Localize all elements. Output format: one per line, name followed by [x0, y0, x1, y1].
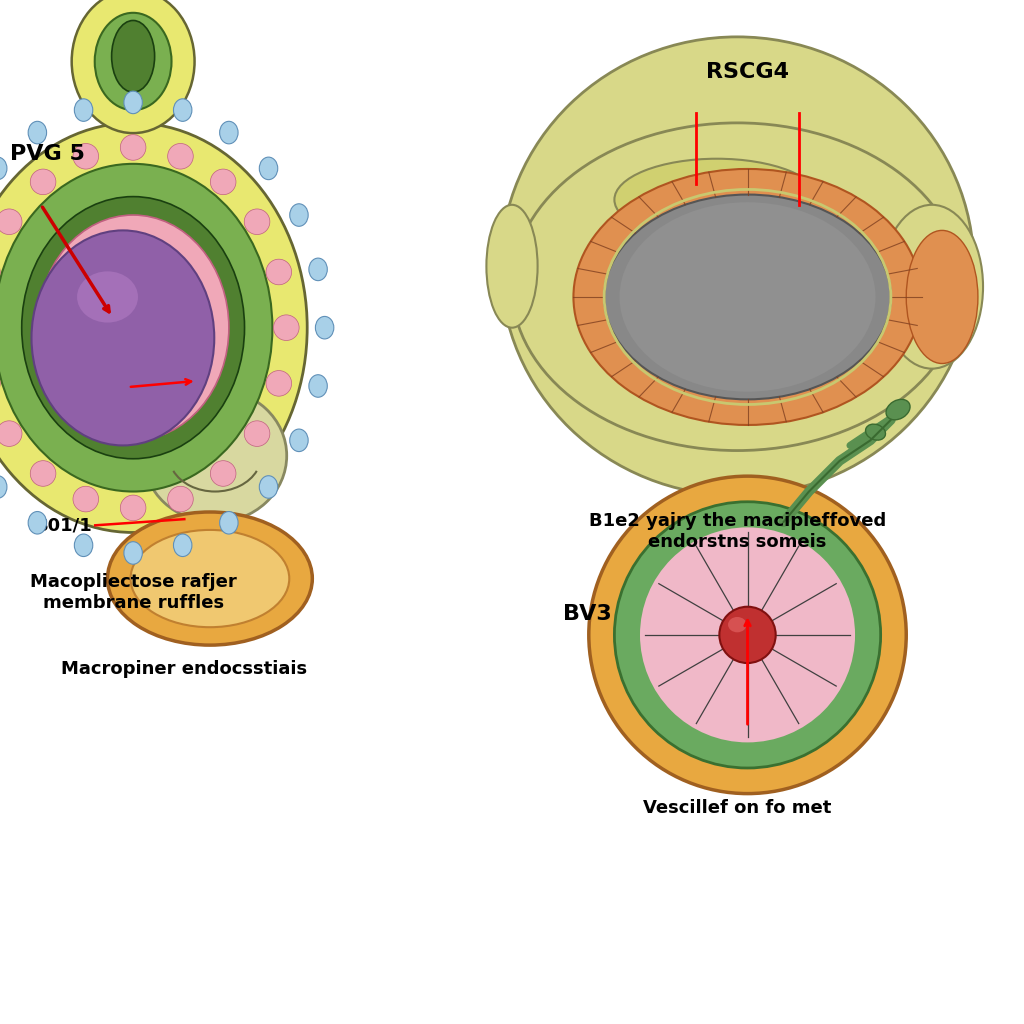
Ellipse shape	[75, 98, 93, 121]
Ellipse shape	[259, 476, 278, 499]
Ellipse shape	[31, 169, 56, 195]
Ellipse shape	[614, 502, 881, 768]
Ellipse shape	[75, 535, 93, 557]
Ellipse shape	[189, 340, 241, 407]
Ellipse shape	[220, 512, 239, 535]
Ellipse shape	[0, 123, 307, 532]
Ellipse shape	[865, 424, 886, 440]
Ellipse shape	[173, 98, 191, 121]
Ellipse shape	[259, 157, 278, 179]
Text: B1e2 yajry the macipleffoved
endorstns someis: B1e2 yajry the macipleffoved endorstns s…	[589, 512, 886, 551]
Ellipse shape	[486, 205, 538, 328]
Text: PVG 5: PVG 5	[10, 143, 85, 164]
Ellipse shape	[124, 542, 142, 564]
Ellipse shape	[131, 530, 290, 627]
Ellipse shape	[77, 271, 138, 323]
Ellipse shape	[245, 421, 270, 446]
Ellipse shape	[719, 606, 776, 664]
Ellipse shape	[614, 159, 819, 241]
Ellipse shape	[640, 527, 855, 742]
Ellipse shape	[266, 371, 292, 396]
Ellipse shape	[512, 123, 963, 451]
Ellipse shape	[290, 204, 308, 226]
Text: BV3: BV3	[563, 604, 612, 625]
Ellipse shape	[0, 476, 7, 499]
Ellipse shape	[309, 258, 328, 281]
Ellipse shape	[886, 399, 910, 420]
Ellipse shape	[29, 121, 47, 143]
Ellipse shape	[168, 143, 194, 169]
Text: RSCG4: RSCG4	[706, 61, 790, 82]
Ellipse shape	[168, 486, 194, 512]
Ellipse shape	[0, 421, 22, 446]
Ellipse shape	[143, 389, 287, 522]
Ellipse shape	[94, 13, 172, 111]
Ellipse shape	[193, 328, 238, 352]
Ellipse shape	[73, 486, 98, 512]
Ellipse shape	[906, 230, 978, 364]
Ellipse shape	[290, 429, 308, 452]
Ellipse shape	[273, 315, 299, 340]
Ellipse shape	[604, 195, 891, 399]
Ellipse shape	[31, 461, 56, 486]
Ellipse shape	[73, 143, 98, 169]
Ellipse shape	[573, 169, 922, 425]
Ellipse shape	[881, 205, 983, 369]
Ellipse shape	[245, 209, 270, 234]
Ellipse shape	[112, 20, 155, 92]
Ellipse shape	[173, 535, 191, 557]
Ellipse shape	[28, 512, 46, 535]
Ellipse shape	[210, 461, 236, 486]
Ellipse shape	[266, 259, 292, 285]
Ellipse shape	[121, 135, 146, 160]
Ellipse shape	[22, 197, 245, 459]
Ellipse shape	[589, 476, 906, 794]
Text: Vescillef on fo met: Vescillef on fo met	[643, 799, 831, 817]
Ellipse shape	[220, 121, 239, 143]
Ellipse shape	[0, 164, 272, 492]
Text: 801/1: 801/1	[36, 516, 92, 535]
Ellipse shape	[120, 496, 145, 521]
Ellipse shape	[315, 316, 334, 339]
Ellipse shape	[72, 0, 195, 133]
Text: Macropiner endocsstiais: Macropiner endocsstiais	[61, 660, 307, 679]
Ellipse shape	[620, 203, 876, 392]
Text: 3010: 3010	[62, 382, 113, 400]
Ellipse shape	[108, 512, 312, 645]
Ellipse shape	[32, 230, 214, 445]
Ellipse shape	[0, 209, 22, 234]
Ellipse shape	[309, 375, 328, 397]
Ellipse shape	[37, 215, 229, 440]
Ellipse shape	[210, 169, 236, 195]
Ellipse shape	[501, 37, 974, 496]
Ellipse shape	[124, 91, 142, 114]
Text: Macopliectose rafjer
membrane ruffles: Macopliectose rafjer membrane ruffles	[30, 573, 237, 612]
Ellipse shape	[728, 616, 746, 632]
Text: 3015: 3015	[124, 324, 174, 342]
Ellipse shape	[0, 157, 7, 179]
